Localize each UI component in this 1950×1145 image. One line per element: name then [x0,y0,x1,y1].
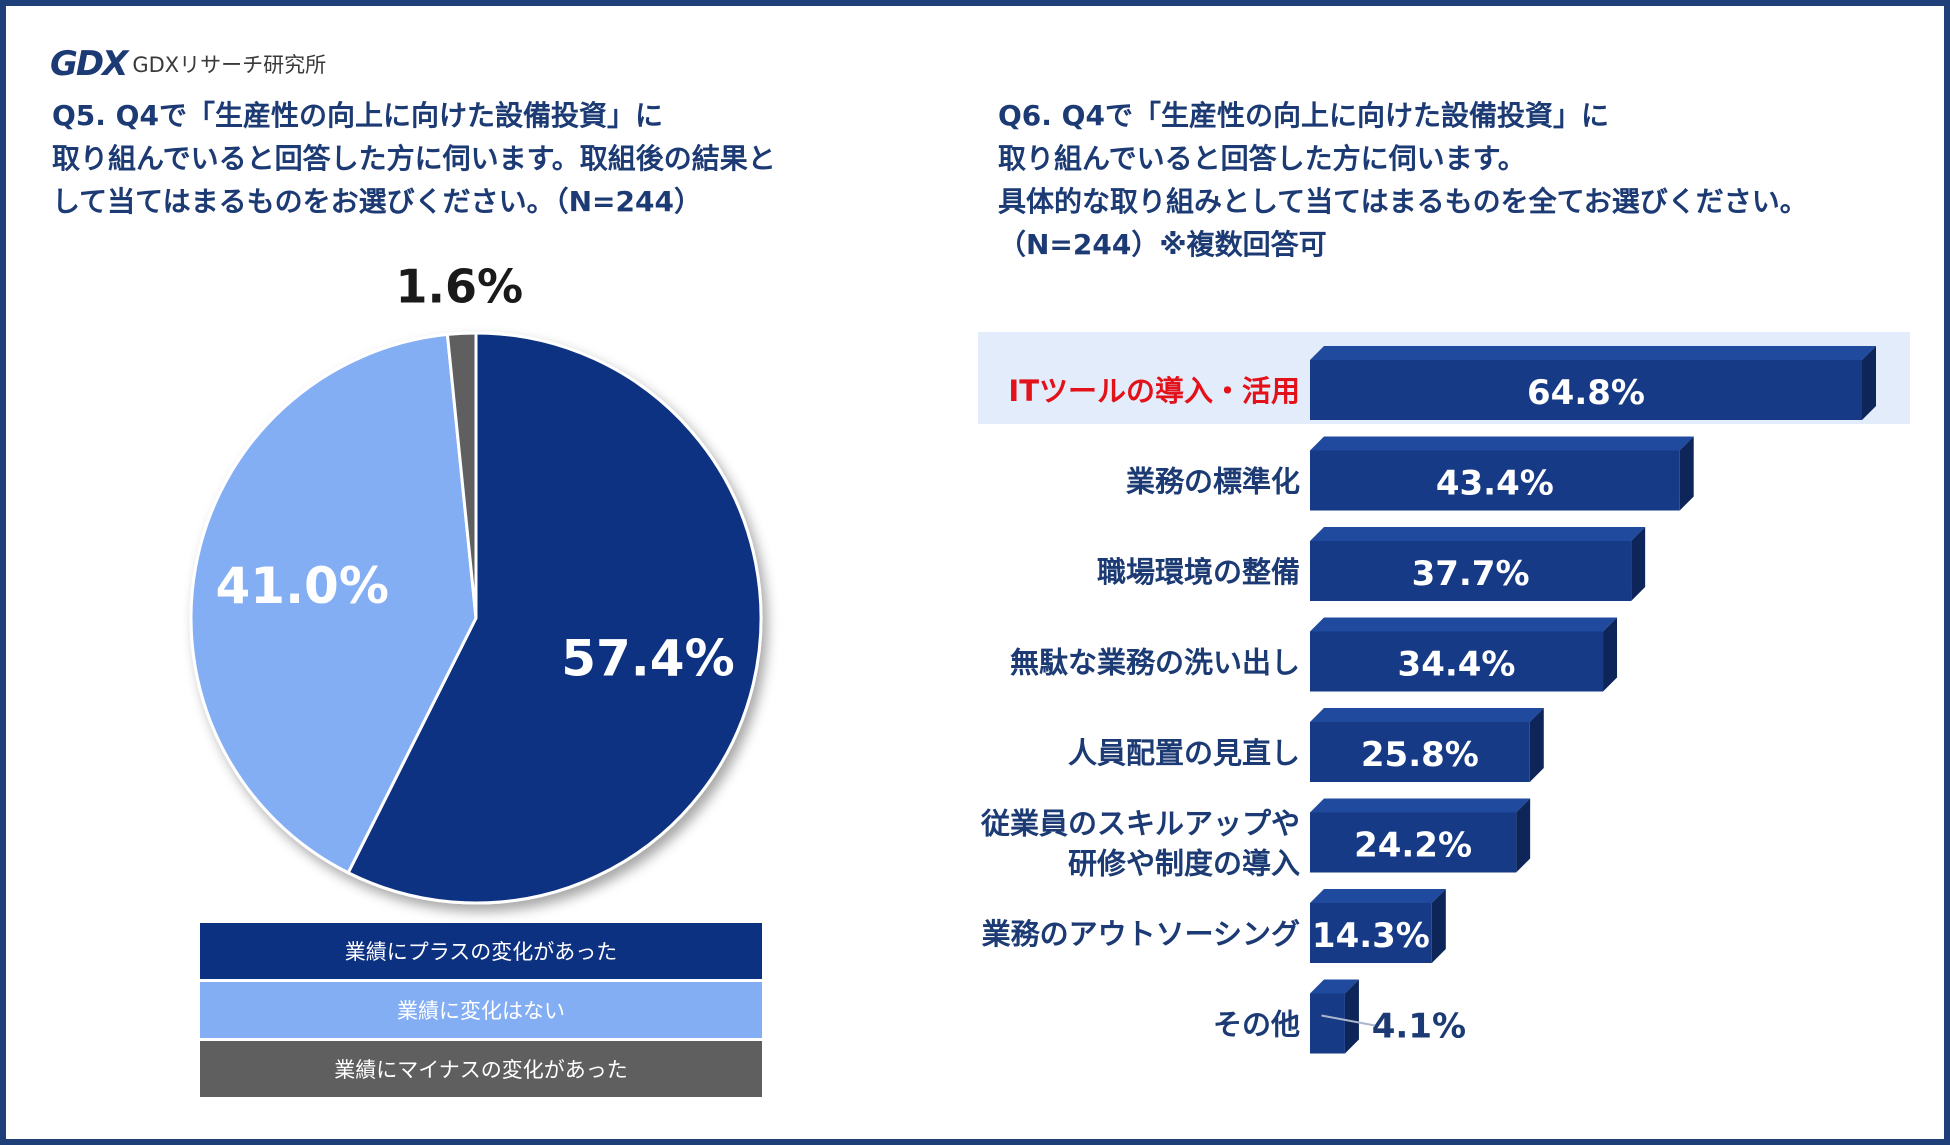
pie-slice [445,331,478,619]
bar-category-label-line: 職場環境の整備 [1097,555,1300,589]
bar-category-label: 無駄な業務の洗い出し [1010,646,1300,680]
pie-value-label: 1.6% [395,259,523,313]
legend-item: 業績にプラスの変化があった [200,923,762,979]
bar-category-label: 従業員のスキルアップや研修や制度の導入 [980,807,1300,881]
bar-side-face [1344,979,1359,1054]
bar-top-face [1310,979,1359,994]
q6-title: Q6. Q4で「生産性の向上に向けた設備投資」に 取り組んでいると回答した方に伺… [998,94,1808,266]
leader-line [1321,1014,1376,1027]
pie-value-label: 41.0% [215,557,388,615]
bar [1310,812,1517,873]
bar-category-label: 業務のアウトソーシング [982,917,1300,951]
bar-category-label: 人員配置の見直し [1068,736,1300,770]
q6-title-line: Q6. Q4で「生産性の向上に向けた設備投資」に [998,99,1609,132]
bar-value-label: 43.4% [1436,464,1554,504]
logo-text: GDXリサーチ研究所 [132,53,327,77]
bar-side-face [1529,708,1544,782]
bar-top-face [1310,617,1618,632]
logo-mark: GDX [50,44,128,84]
legend-item: 業績にマイナスの変化があった [200,1041,762,1097]
logo: GDX GDXリサーチ研究所 [50,44,326,84]
q5-title-line: Q5. Q4で「生産性の向上に向けた設備投資」に [52,99,663,132]
bar-value-label: 14.3% [1312,916,1430,956]
pie-chart: 57.4% 41.0% 1.6% [189,259,763,905]
bar [1310,360,1862,420]
bar-category-label-line: 従業員のスキルアップや [980,807,1300,841]
bar-top-face [1310,346,1876,360]
bar [1310,450,1680,511]
bar-value-label: 34.4% [1398,645,1516,685]
bar-value-label: 64.8% [1527,373,1645,413]
q6-title-line: 具体的な取り組みとして当てはまるものを全てお選びください。 [998,185,1808,218]
q5-title-line: して当てはまるものをお選びください。（N=244） [52,185,702,218]
bar [1310,993,1345,1054]
bar-top-face [1310,527,1646,541]
bar-value-label: 4.1% [1372,1007,1466,1047]
bar-category-label: 業務の標準化 [1126,465,1300,499]
bar [1310,903,1432,963]
bar-top-face [1310,798,1531,813]
bar-chart: 64.8% ITツールの導入・活用 43.4% 業務の標準化 37.7% 職場環境の整備 3… [978,332,1910,1054]
bar-top-face [1310,889,1446,903]
bar-value-label: 37.7% [1412,554,1530,594]
bar-category-label-line: 業務のアウトソーシング [982,917,1300,951]
bar-category-label-line: 研修や制度の導入 [1068,847,1300,881]
pie-slice [346,331,763,905]
bar-category-label: 職場環境の整備 [1097,555,1300,589]
pie-slice [189,332,478,875]
pie-legend: 業績にプラスの変化があった 業績に変化はない 業績にマイナスの変化があった [200,923,762,1100]
bar [1310,631,1604,692]
bar-side-face [1631,527,1646,601]
bar-category-label-line: その他 [1213,1008,1300,1042]
bar [1310,722,1530,782]
bar-side-face [1603,617,1618,692]
q6-title-line: （N=244）※複数回答可 [998,228,1327,261]
pie-slices [189,331,763,905]
bar-value-label: 24.2% [1354,826,1472,866]
q5-title-line: 取り組んでいると回答した方に伺います。取組後の結果と [52,142,776,175]
q5-title: Q5. Q4で「生産性の向上に向けた設備投資」に 取り組んでいると回答した方に伺… [52,94,776,223]
bar-category-label: ITツールの導入・活用 [1008,374,1300,408]
q6-title-line: 取り組んでいると回答した方に伺います。 [998,142,1526,175]
bar-value-label: 25.8% [1361,735,1479,775]
bar-side-face [1431,889,1446,963]
legend-item: 業績に変化はない [200,982,762,1038]
bar-category-label-line: ITツールの導入・活用 [1008,374,1300,408]
bar-side-face [1516,798,1531,873]
bar-category-label: その他 [1213,1008,1300,1042]
bar-side-face [1679,436,1694,511]
bar-category-label-line: 業務の標準化 [1126,465,1300,499]
bar-side-face [1862,346,1876,420]
bar-category-label-line: 人員配置の見直し [1068,736,1300,770]
bar-category-label-line: 無駄な業務の洗い出し [1010,646,1300,680]
bar-top-face [1310,708,1544,722]
bar-top-face [1310,436,1694,451]
pie-value-label: 57.4% [561,630,734,688]
bar [1310,541,1632,601]
